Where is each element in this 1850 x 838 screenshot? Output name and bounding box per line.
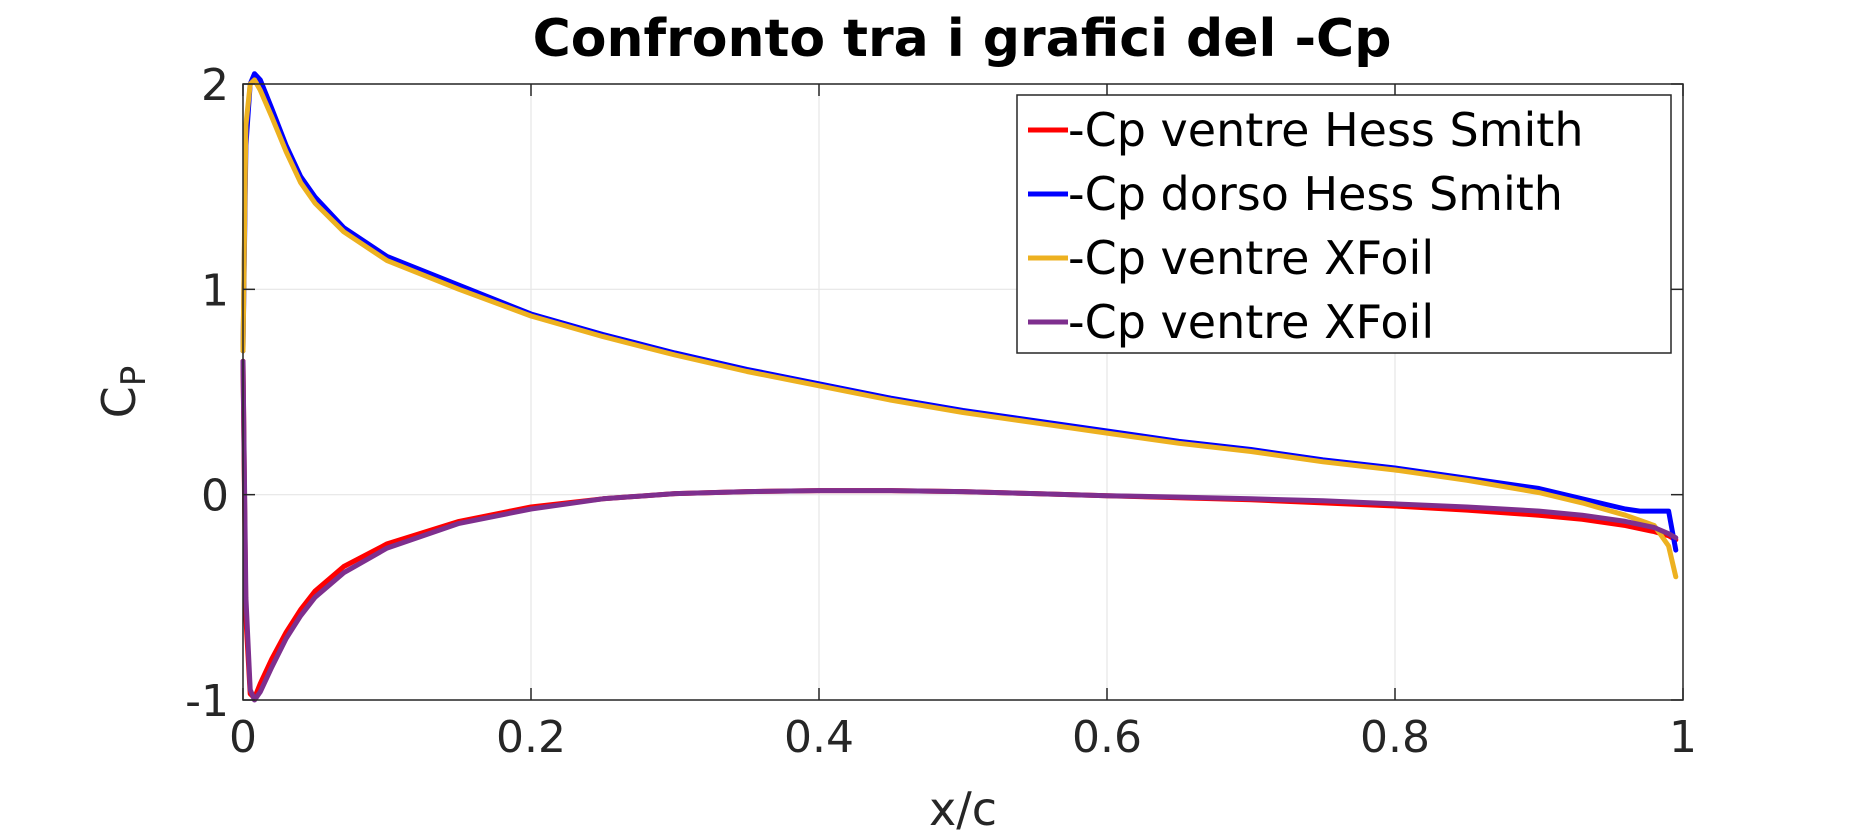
series-line-3 (240, 77, 1679, 580)
x-axis-label: x/c (929, 782, 997, 836)
y-tick-label: -1 (185, 676, 229, 727)
legend-box (1016, 94, 1672, 354)
legend: -Cp ventre Hess Smith -Cp dorso Hess Smit… (1016, 94, 1672, 354)
x-tick-label: 0.2 (496, 712, 566, 763)
legend-label-1: -Cp ventre Hess Smith (1068, 103, 1584, 157)
svg-text:CP: CP (92, 366, 154, 419)
x-tick-label: 0.6 (1072, 712, 1142, 763)
legend-label-4: -Cp ventre XFoil (1068, 295, 1434, 349)
legend-label-3: -Cp ventre XFoil (1068, 231, 1434, 285)
y-axis-label: CP (92, 366, 154, 419)
x-tick-label: 0 (229, 712, 257, 763)
x-tick-label: 0.4 (784, 712, 854, 763)
x-tick-label: 0.8 (1360, 712, 1430, 763)
y-axis-label-sub: P (114, 366, 154, 387)
y-tick-label: 1 (201, 265, 229, 316)
y-tick-label: 2 (201, 60, 229, 111)
plot-frame (242, 83, 1684, 701)
y-axis-label-main: C (92, 386, 146, 418)
series-line-4 (240, 358, 1679, 703)
chart-title: Confronto tra i grafici del -Cp (533, 9, 1392, 69)
x-tick-label: 1 (1669, 712, 1697, 763)
legend-label-2: -Cp dorso Hess Smith (1068, 167, 1563, 221)
series-layer (240, 71, 1679, 703)
y-tick-label: 0 (201, 471, 229, 522)
